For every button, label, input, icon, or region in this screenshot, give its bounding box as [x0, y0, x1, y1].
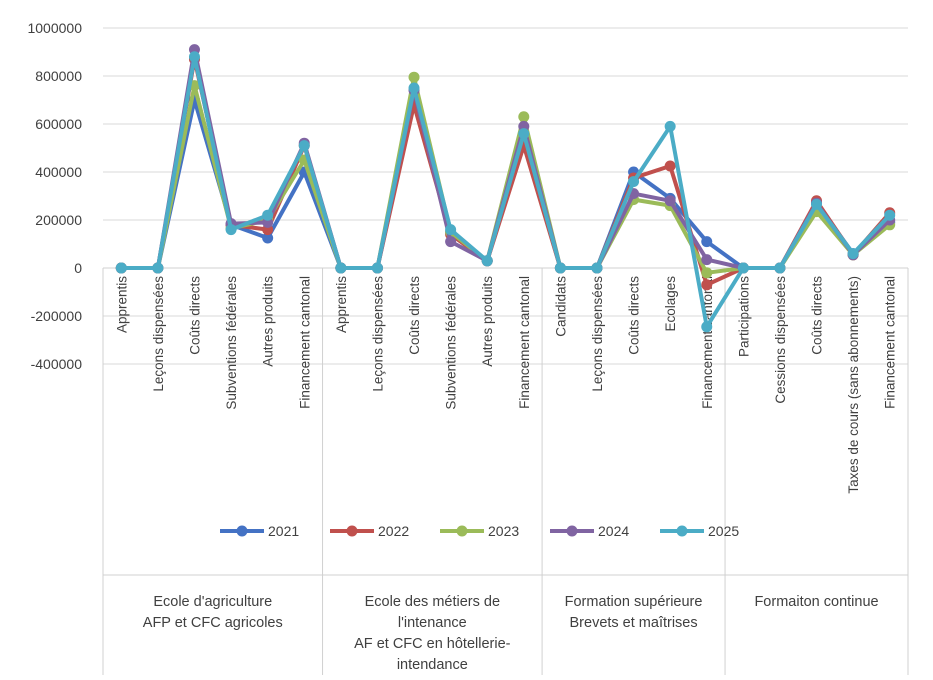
legend-swatch-marker — [566, 525, 578, 537]
y-tick-label: 600000 — [35, 116, 82, 132]
group-label: intendance — [397, 657, 468, 673]
legend-label: 2025 — [708, 523, 739, 539]
x-tick-label: Financement cantonal — [297, 276, 312, 409]
x-tick-label: Leçons dispensées — [370, 276, 385, 392]
legend-label: 2021 — [268, 523, 299, 539]
data-point — [884, 209, 896, 221]
data-point — [188, 51, 200, 63]
x-tick-label: Participations — [736, 276, 751, 357]
data-point — [664, 120, 676, 132]
data-point — [152, 262, 164, 274]
group-label: l'intenance — [398, 615, 467, 631]
x-tick-label: Autres produits — [480, 276, 495, 367]
data-point — [591, 262, 603, 274]
group-label: Brevets et maîtrises — [570, 615, 698, 631]
data-point — [554, 262, 566, 274]
data-point — [408, 82, 420, 94]
data-point — [664, 195, 676, 207]
data-point — [518, 111, 530, 123]
legend-swatch-marker — [456, 525, 468, 537]
series-lines — [115, 44, 896, 333]
category-groups: Ecole d'agriculture AFP et CFC agricoles E… — [103, 268, 908, 675]
legend-label: 2023 — [488, 523, 519, 539]
data-point — [445, 236, 457, 248]
data-point — [371, 262, 383, 274]
x-tick-label: Autres produits — [261, 276, 276, 367]
data-point — [445, 224, 457, 236]
y-tick-label: 0 — [74, 260, 82, 276]
gridlines — [102, 27, 909, 675]
x-tick-label: Financement cantonal — [883, 276, 898, 409]
data-point — [701, 267, 713, 279]
group-label: Ecole des métiers de — [365, 594, 500, 610]
data-point — [335, 262, 347, 274]
data-point — [811, 198, 823, 210]
data-point — [298, 140, 310, 152]
x-tick-label: Leçons dispensées — [590, 276, 605, 392]
x-tick-label: Coûts directs — [627, 276, 642, 355]
y-axis-tick-labels: 1000000 800000 600000 400000 200000 0 -200000 -… — [27, 20, 82, 372]
data-point — [701, 279, 713, 291]
x-tick-label: Coûts directs — [810, 276, 825, 355]
x-tick-label: Candidats — [553, 276, 568, 337]
group-label: AF et CFC en hôtellerie- — [354, 636, 511, 652]
x-tick-label: Subventions fédérales — [444, 276, 459, 410]
data-point — [737, 262, 749, 274]
data-point — [408, 71, 420, 83]
y-tick-label: 400000 — [35, 164, 82, 180]
data-point — [628, 176, 640, 188]
y-tick-label: 800000 — [35, 68, 82, 84]
series-line — [119, 47, 892, 270]
y-tick-label: 1000000 — [27, 20, 82, 36]
data-point — [701, 236, 713, 248]
data-point — [225, 224, 237, 236]
legend-swatch-marker — [236, 525, 248, 537]
data-point — [481, 255, 493, 267]
x-tick-label: Apprentis — [334, 276, 349, 333]
data-point — [115, 262, 127, 274]
data-point — [518, 128, 530, 140]
data-point — [701, 254, 713, 266]
group-label: AFP et CFC agricoles — [143, 615, 283, 631]
series-line — [119, 75, 892, 275]
legend-swatch-marker — [676, 525, 688, 537]
x-axis-tick-labels: Apprentis Leçons dispensées Coûts directs S… — [114, 276, 897, 494]
x-tick-label: Taxes de cours (sans abonnements) — [846, 276, 861, 494]
legend-label: 2022 — [378, 523, 409, 539]
legend-label: 2024 — [598, 523, 629, 539]
y-tick-label: -200000 — [31, 308, 83, 324]
legend: 2021 2022 2023 2024 2025 — [220, 523, 739, 539]
data-point — [774, 262, 786, 274]
x-tick-label: Financement cantonal — [517, 276, 532, 409]
legend-swatch-marker — [346, 525, 358, 537]
group-label: Ecole d'agriculture — [153, 594, 272, 610]
x-tick-label: Leçons dispensées — [151, 276, 166, 392]
x-tick-label: Coûts directs — [187, 276, 202, 355]
data-point — [701, 321, 713, 333]
y-tick-label: 200000 — [35, 212, 82, 228]
x-tick-label: Apprentis — [114, 276, 129, 333]
group-label: Formaiton continue — [754, 594, 878, 610]
data-point — [664, 160, 676, 172]
x-tick-label: Cessions dispensées — [773, 276, 788, 404]
y-tick-label: -400000 — [31, 356, 83, 372]
x-tick-label: Ecolages — [663, 276, 678, 332]
data-point — [262, 209, 274, 221]
x-tick-label: Coûts directs — [407, 276, 422, 355]
x-tick-label: Subventions fédérales — [224, 276, 239, 410]
data-point — [262, 232, 274, 244]
series-line — [119, 54, 892, 329]
group-label: Formation supérieure — [565, 594, 703, 610]
data-point — [847, 248, 859, 260]
